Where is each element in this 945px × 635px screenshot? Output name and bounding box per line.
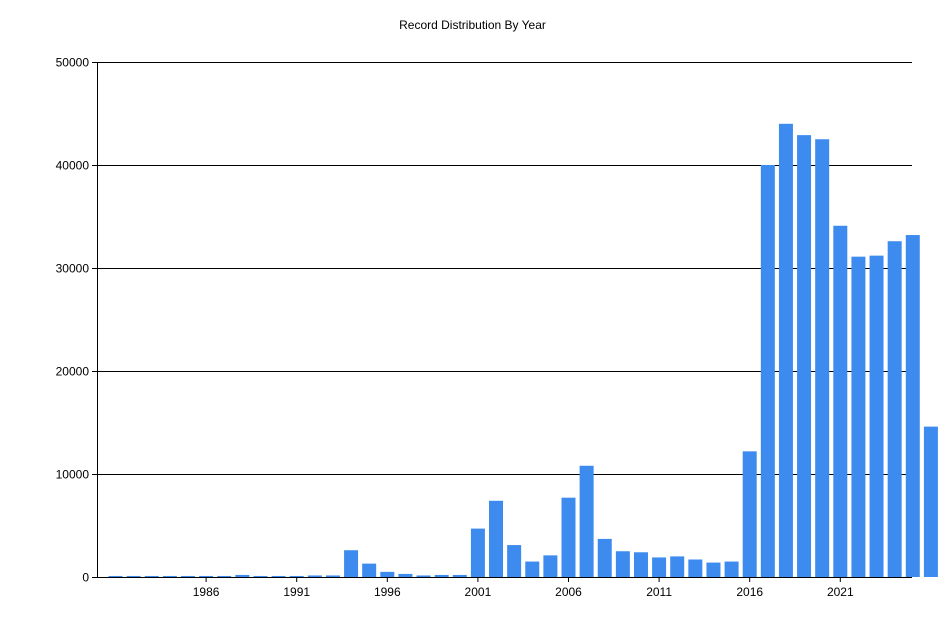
- x-tick-label: 2006: [555, 585, 582, 599]
- bar: [253, 575, 268, 577]
- bar: [724, 561, 739, 577]
- bar: [416, 575, 431, 577]
- bar: [362, 563, 377, 577]
- bar: [887, 241, 902, 577]
- bar: [398, 573, 413, 577]
- bar: [507, 545, 522, 577]
- bar: [543, 555, 558, 577]
- x-tick-label: 2011: [646, 585, 672, 599]
- bar: [489, 500, 504, 577]
- bar: [706, 562, 721, 577]
- y-tick-label: 20000: [56, 365, 90, 379]
- bar: [688, 559, 703, 577]
- bar: [199, 575, 214, 577]
- bar: [869, 255, 884, 577]
- bar: [760, 165, 775, 577]
- x-tick-label: 1996: [374, 585, 401, 599]
- bar: [615, 551, 630, 577]
- chart-title: Record Distribution By Year: [399, 18, 546, 32]
- y-tick-label: 50000: [56, 56, 90, 70]
- bar: [126, 575, 141, 577]
- bar: [235, 574, 250, 577]
- bar: [470, 528, 485, 577]
- bar: [289, 575, 304, 577]
- y-tick-label: 0: [82, 571, 89, 585]
- y-tick-label: 30000: [56, 262, 90, 276]
- bar: [452, 574, 467, 577]
- x-tick-label: 1986: [193, 585, 220, 599]
- bar: [742, 451, 757, 577]
- bar: [778, 123, 793, 578]
- bar: [180, 575, 195, 577]
- bar: [905, 235, 920, 578]
- bar: [162, 575, 177, 577]
- bar: [633, 552, 648, 577]
- bar: [144, 575, 159, 577]
- bar: [307, 575, 322, 577]
- bar: [271, 575, 286, 577]
- x-tick-label: 2016: [736, 585, 763, 599]
- bar: [851, 256, 866, 577]
- bar: [108, 575, 123, 577]
- bar: [597, 538, 612, 577]
- x-tick-label: 1991: [283, 585, 310, 599]
- bar: [525, 561, 540, 577]
- bar: [434, 574, 449, 577]
- bar: [217, 575, 232, 577]
- bar: [670, 556, 685, 577]
- bar: [797, 135, 812, 577]
- y-tick-label: 10000: [56, 468, 90, 482]
- bar: [380, 571, 395, 577]
- bar: [344, 550, 359, 577]
- x-tick-label: 2001: [465, 585, 492, 599]
- bar: [579, 465, 594, 577]
- bar: [325, 575, 340, 577]
- x-tick-label: 2021: [827, 585, 854, 599]
- bar: [923, 426, 938, 577]
- bar: [815, 139, 830, 577]
- bar: [652, 557, 667, 577]
- y-tick-label: 40000: [56, 159, 90, 173]
- bar: [561, 497, 576, 577]
- bar: [833, 225, 848, 577]
